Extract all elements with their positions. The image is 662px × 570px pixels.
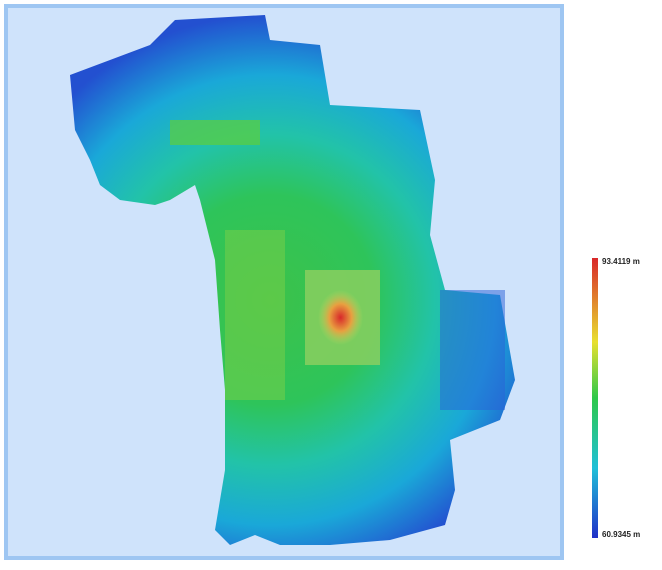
color-scale bbox=[592, 258, 598, 538]
elevation-surface bbox=[70, 15, 515, 545]
scale-min-label: 60.9345 m bbox=[602, 530, 640, 539]
building bbox=[170, 120, 260, 145]
building-peak bbox=[318, 290, 363, 345]
scale-max-label: 93.4119 m bbox=[602, 257, 640, 266]
low-area bbox=[440, 290, 505, 410]
terrain-patch bbox=[225, 230, 285, 400]
